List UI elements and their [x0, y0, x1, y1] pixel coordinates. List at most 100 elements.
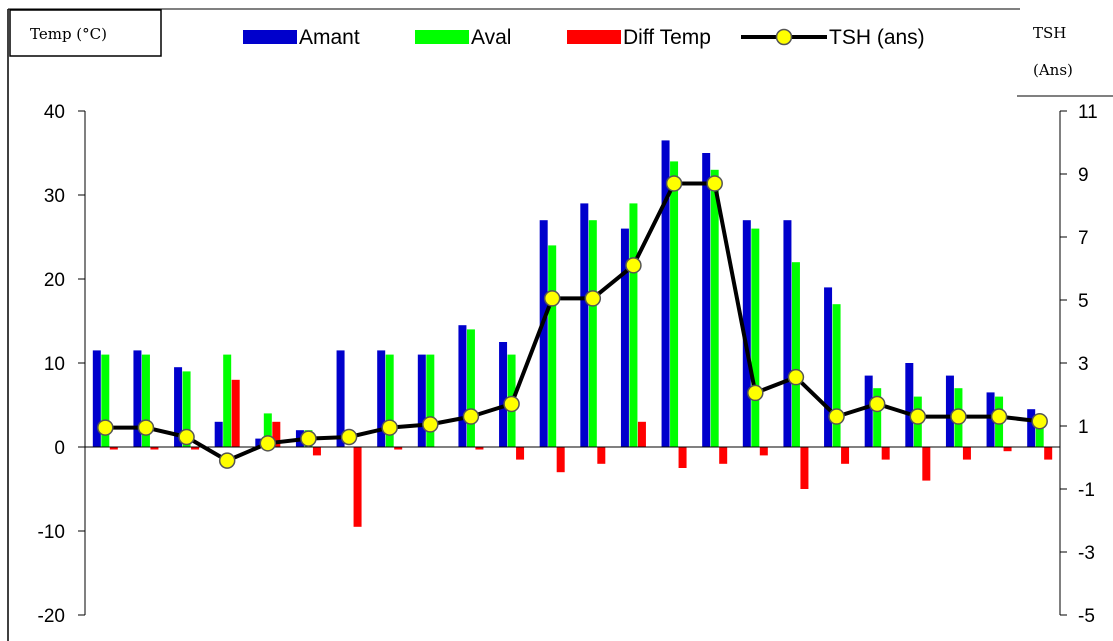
tsh-point [97, 419, 114, 436]
bar-aval [182, 371, 191, 447]
bar-amant [336, 350, 345, 447]
right-tick-label: -1 [1078, 480, 1095, 501]
bar-diff-temp [1044, 447, 1053, 460]
tsh-point [137, 419, 155, 436]
bar-amant [377, 350, 386, 447]
bar-diff-temp [272, 421, 281, 447]
bar-aval [670, 161, 679, 447]
right-axis-title-line1: TSH [1033, 24, 1066, 42]
legend-swatch [243, 30, 297, 44]
tsh-point [787, 368, 805, 386]
bar-amant [174, 367, 183, 447]
bar-aval [101, 354, 110, 447]
tsh-point [503, 395, 520, 413]
bar-aval [263, 413, 272, 447]
left-tick-label: 0 [54, 438, 65, 459]
bar-aval [832, 304, 841, 447]
tsh-point [381, 419, 398, 436]
bar-aval [223, 354, 232, 447]
tsh-point [543, 290, 561, 307]
bar-aval [629, 203, 638, 447]
bar-diff-temp [231, 379, 240, 447]
tsh-point [462, 408, 480, 425]
tsh-point [584, 290, 602, 307]
tsh-point [259, 435, 277, 452]
bar-amant [499, 342, 508, 447]
tsh-point [422, 416, 439, 433]
tsh-point [706, 175, 723, 192]
bar-aval [426, 354, 435, 447]
bar-diff-temp [394, 447, 403, 450]
legend-label: Aval [471, 26, 511, 49]
bar-amant [783, 220, 792, 447]
left-tick-label: -20 [38, 606, 65, 627]
bar-aval [873, 388, 882, 447]
bar-amant [620, 228, 629, 447]
bar-aval [466, 329, 475, 447]
bar-aval [385, 354, 394, 447]
left-tick-label: 10 [44, 354, 65, 375]
left-tick-label: 40 [44, 102, 65, 123]
right-tick-label: 7 [1078, 228, 1089, 249]
bar-diff-temp [1003, 447, 1012, 452]
right-tick-label: 3 [1078, 354, 1089, 375]
bar-amant [945, 375, 954, 447]
tsh-point [909, 408, 927, 425]
left-axis-title-box [9, 9, 162, 57]
bar-diff-temp [312, 447, 321, 456]
bar-diff-temp [556, 447, 565, 473]
bar-diff-temp [962, 447, 971, 460]
tsh-point [218, 452, 236, 469]
bar-aval [710, 169, 719, 448]
bar-diff-temp [800, 447, 809, 489]
right-tick-label: 9 [1078, 165, 1089, 186]
legend-swatch [567, 30, 621, 44]
tsh-point [950, 408, 967, 425]
bar-amant [742, 220, 751, 447]
bar-diff-temp [922, 447, 931, 481]
tsh-point [1031, 413, 1048, 430]
bar-amant [986, 392, 995, 447]
right-axis: 11 9 7 5 3 1 -1 -3 -5 [1059, 102, 1098, 627]
bar-diff-temp [759, 447, 768, 456]
tsh-point [625, 257, 642, 274]
tsh-point [665, 175, 683, 192]
bar-diff-temp [475, 447, 484, 450]
tsh-point [300, 430, 317, 447]
legend: Amant Aval Diff Temp TSH (ans) [243, 26, 925, 49]
bar-diff-temp [881, 447, 890, 460]
tsh-point [868, 395, 886, 413]
tsh-point [990, 408, 1008, 425]
bar-diff-temp [353, 447, 362, 527]
bar-diff-temp [109, 447, 118, 450]
bar-amant [580, 203, 589, 447]
legend-marker [775, 28, 793, 46]
bar-diff-temp [191, 447, 200, 450]
bar-amant [661, 140, 670, 447]
bar-aval [791, 262, 800, 447]
legend-swatch [415, 30, 469, 44]
bar-amant [864, 375, 873, 447]
left-tick-label: -10 [38, 522, 65, 543]
tsh-point [828, 408, 845, 425]
bar-aval [588, 220, 597, 447]
bar-amant [824, 287, 833, 447]
tsh-point [178, 428, 195, 446]
tsh-point [747, 384, 764, 402]
bar-amant [417, 354, 426, 447]
bar-amant [214, 421, 223, 447]
bar-aval [141, 354, 150, 447]
right-tick-label: 11 [1078, 102, 1098, 123]
bar-diff-temp [150, 447, 159, 450]
bar-amant [539, 220, 548, 447]
bar-aval [751, 228, 760, 447]
left-tick-label: 30 [44, 186, 65, 207]
bar-diff-temp [841, 447, 850, 464]
bar-aval [1035, 417, 1044, 447]
bar-diff-temp [678, 447, 687, 468]
legend-label: Amant [299, 26, 360, 49]
bar-amant [905, 363, 914, 447]
bars [92, 140, 1053, 527]
right-tick-label: -3 [1078, 543, 1095, 564]
bar-amant [1027, 409, 1036, 447]
